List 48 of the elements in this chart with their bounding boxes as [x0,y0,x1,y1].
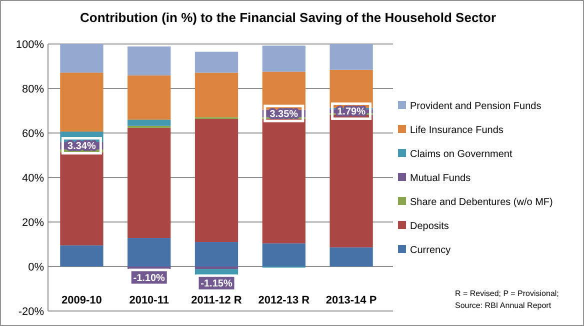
legend-label: Share and Debentures (w/o MF) [410,197,553,208]
bar [330,44,373,70]
data-label: 3.34% [68,141,96,152]
data-label: 1.79% [337,106,366,118]
bar [262,118,306,244]
bar [128,46,171,76]
legend-label: Deposits [410,221,449,232]
y-tick-label: 20% [22,217,44,229]
bar [194,72,238,118]
legend-label: Life Insurance Funds [410,125,504,136]
bar [262,72,306,110]
x-tick-label: 2010-11 [129,294,169,306]
bar [60,72,104,132]
x-tick-label: 2012-13 R [258,294,310,306]
bar [262,46,306,72]
y-tick-label: 100% [16,39,44,51]
bar [194,52,238,73]
bar [128,128,171,238]
legend-label: Currency [410,245,451,256]
x-tick-label: 2013-14 P [326,294,377,306]
bar [60,44,104,73]
legend-label: Mutual Funds [410,173,471,184]
y-tick-label: 60% [22,128,44,140]
bar [330,247,373,266]
x-tick-label: 2011-12 R [191,294,242,306]
bar [128,120,171,126]
data-label: -1.15% [200,278,232,290]
y-tick-label: 80% [22,84,44,96]
bar [194,118,238,242]
y-tick-label: 0% [28,262,44,274]
data-label: -1.10% [133,272,166,284]
bar [128,238,171,266]
bar [128,75,171,120]
bar [194,266,238,270]
legend-label: Claims on Government [410,149,512,160]
data-label: 3.35% [270,108,298,120]
x-tick-label: 2009-10 [62,294,102,306]
y-tick-label: 40% [22,172,44,184]
bar [330,114,373,248]
bar [60,152,104,246]
bar [262,243,306,266]
source-note: Source: RBI Annual Report [455,301,552,310]
bar [60,245,104,266]
bar [194,242,238,266]
text: R = Revised; P = Provisional; [455,289,559,298]
chart-title: Contribution (in %) to the Financial Saving of the Household Sector [80,10,496,25]
legend-label: Provident and Pension Funds [410,101,542,112]
y-tick-label: -20% [18,306,44,318]
